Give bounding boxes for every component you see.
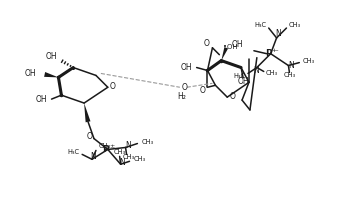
Text: +-: +- — [271, 48, 279, 53]
Text: H₃C: H₃C — [234, 73, 246, 79]
Text: CH₃: CH₃ — [266, 71, 278, 77]
Text: P: P — [102, 145, 109, 154]
Text: N: N — [126, 141, 131, 150]
Text: H₃C: H₃C — [255, 22, 267, 28]
Text: CH₃: CH₃ — [99, 143, 111, 149]
Text: N: N — [253, 66, 259, 75]
Text: H₂: H₂ — [177, 92, 186, 101]
Text: N: N — [120, 158, 125, 167]
Text: N: N — [276, 29, 282, 38]
Text: P: P — [265, 49, 272, 58]
Text: O: O — [182, 83, 188, 92]
Text: OH: OH — [36, 95, 48, 104]
Text: OH: OH — [181, 63, 193, 72]
Text: CH₃: CH₃ — [134, 156, 146, 162]
Polygon shape — [44, 72, 58, 77]
Text: OH: OH — [231, 40, 243, 49]
Text: OH: OH — [25, 69, 37, 78]
Text: CH₃: CH₃ — [283, 72, 295, 78]
Text: •OH: •OH — [223, 44, 238, 50]
Text: OH: OH — [46, 52, 57, 61]
Text: OH: OH — [237, 77, 249, 86]
Text: ±: ± — [109, 144, 114, 149]
Text: CH₃: CH₃ — [122, 154, 135, 160]
Text: CH₃: CH₃ — [114, 149, 126, 155]
Text: O: O — [229, 92, 235, 101]
Polygon shape — [221, 47, 228, 61]
Text: CH₃: CH₃ — [288, 22, 300, 28]
Text: N: N — [289, 61, 294, 70]
Text: O: O — [203, 39, 210, 48]
Text: H₃C: H₃C — [67, 149, 79, 155]
Text: O: O — [87, 132, 93, 141]
Text: N: N — [90, 152, 96, 161]
Text: O: O — [110, 82, 116, 91]
Text: CH₃: CH₃ — [141, 138, 153, 144]
Text: O: O — [200, 86, 206, 95]
Polygon shape — [84, 103, 91, 122]
Text: CH₃: CH₃ — [302, 58, 314, 64]
